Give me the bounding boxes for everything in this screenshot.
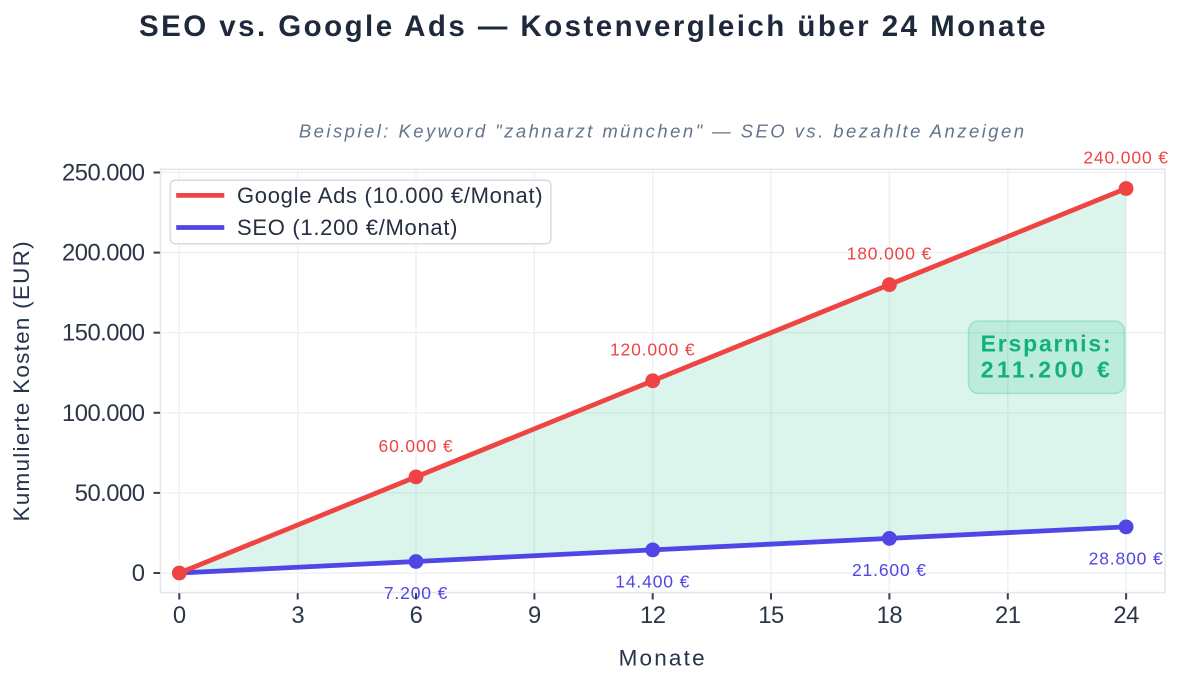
svg-text:120.000 €: 120.000 € — [610, 340, 696, 360]
svg-text:100.000: 100.000 — [62, 400, 145, 427]
svg-text:180.000 €: 180.000 € — [847, 243, 933, 263]
svg-text:3: 3 — [291, 602, 304, 629]
svg-text:21: 21 — [995, 602, 1021, 629]
svg-text:SEO (1.200 €/Monat): SEO (1.200 €/Monat) — [237, 215, 458, 240]
svg-text:250.000: 250.000 — [62, 160, 145, 187]
svg-text:211.200 €: 211.200 € — [981, 356, 1114, 382]
svg-text:150.000: 150.000 — [62, 320, 145, 347]
svg-text:0: 0 — [132, 560, 145, 587]
svg-text:7.200 €: 7.200 € — [384, 583, 448, 603]
svg-text:Kumulierte Kosten (EUR): Kumulierte Kosten (EUR) — [9, 240, 34, 521]
svg-text:200.000: 200.000 — [62, 240, 145, 267]
svg-text:240.000 €: 240.000 € — [1083, 147, 1169, 167]
svg-text:15: 15 — [758, 602, 784, 629]
svg-text:Google Ads (10.000 €/Monat): Google Ads (10.000 €/Monat) — [237, 183, 543, 208]
svg-text:14.400 €: 14.400 € — [615, 571, 690, 591]
svg-text:12: 12 — [640, 602, 666, 629]
svg-text:18: 18 — [877, 602, 903, 629]
svg-text:28.800 €: 28.800 € — [1089, 548, 1164, 568]
svg-text:21.600 €: 21.600 € — [852, 560, 927, 580]
svg-text:6: 6 — [410, 602, 423, 629]
svg-text:Beispiel: Keyword "zahnarzt mü: Beispiel: Keyword "zahnarzt münchen" — S… — [299, 121, 1027, 142]
svg-text:60.000 €: 60.000 € — [379, 436, 454, 456]
svg-text:9: 9 — [528, 602, 541, 629]
svg-text:Ersparnis:: Ersparnis: — [981, 331, 1113, 357]
svg-text:24: 24 — [1113, 602, 1139, 629]
svg-text:50.000: 50.000 — [75, 480, 145, 507]
svg-text:SEO vs. Google Ads — Kostenver: SEO vs. Google Ads — Kostenvergleich übe… — [139, 10, 1048, 43]
svg-text:0: 0 — [173, 602, 186, 629]
svg-text:Monate: Monate — [619, 646, 707, 671]
